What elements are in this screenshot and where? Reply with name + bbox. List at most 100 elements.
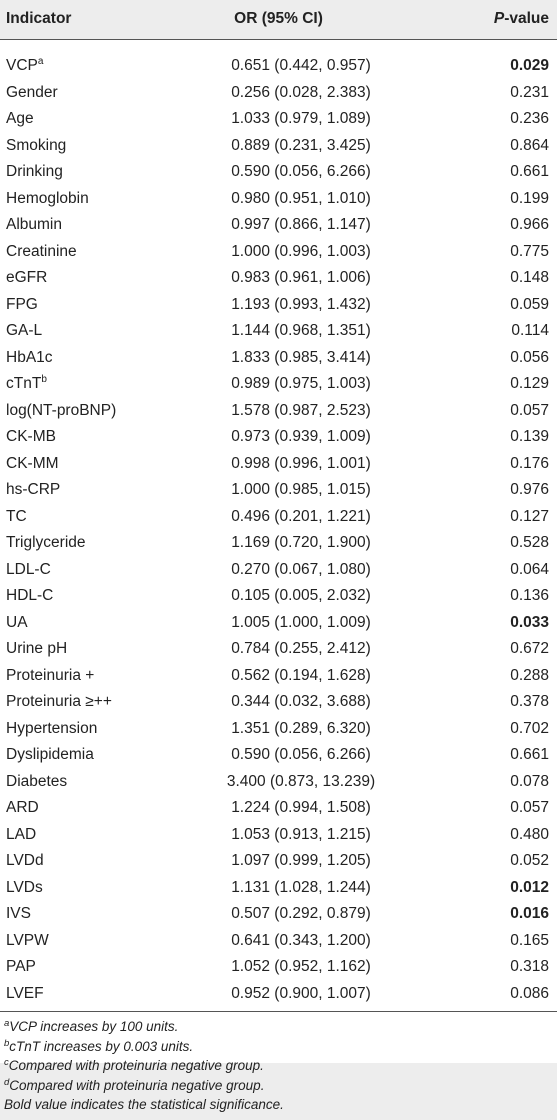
or-ci-cell: 0.889 (0.231, 3.425) (231, 136, 371, 154)
indicator-name: UA (6, 613, 28, 631)
table-row: Hemoglobin 0.980 (0.951, 1.010) 0.199 (0, 186, 557, 213)
table-row: LDL-C 0.270 (0.067, 1.080) 0.064 (0, 557, 557, 584)
indicator-name: eGFR (6, 269, 48, 286)
table-row: IVS 0.507 (0.292, 0.879) 0.016 (0, 901, 557, 928)
indicator-name: LVDs (6, 878, 43, 896)
indicator-name: HDL-C (6, 587, 54, 604)
header-p-suffix: -value (504, 10, 549, 27)
indicator-cell: VCPa (6, 53, 43, 80)
table-row: FPG 1.193 (0.993, 1.432) 0.059 (0, 292, 557, 319)
p-value-cell: 0.661 (510, 746, 549, 763)
or-ci-cell: 3.400 (0.873, 13.239) (226, 772, 376, 790)
indicator-name: LVEF (6, 984, 44, 1002)
indicator-name: VCP (6, 57, 38, 74)
table-row: eGFR 0.983 (0.961, 1.006) 0.148 (0, 265, 557, 292)
p-value-cell: 0.231 (510, 83, 549, 101)
p-value-cell: 0.976 (510, 481, 549, 498)
indicator-name: Triglyceride (6, 534, 86, 551)
indicator-cell: LVPW (6, 928, 49, 955)
indicator-cell: LVEF (6, 981, 44, 1008)
or-ci-cell: 0.590 (0.056, 6.266) (231, 163, 371, 180)
indicator-cell: hs-CRP (6, 477, 60, 504)
indicator-cell: PAP (6, 954, 36, 981)
indicator-cell: Age (6, 106, 34, 133)
table-row: PAP 1.052 (0.952, 1.162) 0.318 (0, 954, 557, 981)
p-value-cell: 0.661 (510, 163, 549, 180)
table-row: cTnTb 0.989 (0.975, 1.003) 0.129 (0, 371, 557, 398)
indicator-cell: eGFR (6, 265, 47, 292)
p-value-cell: 0.672 (510, 640, 549, 657)
p-value-cell: 0.288 (510, 666, 549, 684)
table-row: Triglyceride 1.169 (0.720, 1.900) 0.528 (0, 530, 557, 557)
footnote-marker: d (4, 1076, 10, 1088)
indicator-cell: Creatinine (6, 239, 77, 266)
indicator-cell: LDL-C (6, 557, 51, 584)
footnote-marker: a (4, 1018, 10, 1029)
or-ci-cell: 0.997 (0.866, 1.147) (231, 216, 371, 233)
footnote-text: VCP increases by 100 units. (9, 1019, 179, 1034)
footnote-marker: c (4, 1057, 9, 1068)
table-row: VCPa 0.651 (0.442, 0.957) 0.029 (0, 53, 557, 80)
table-row: HDL-C 0.105 (0.005, 2.032) 0.136 (0, 583, 557, 610)
indicator-cell: Triglyceride (6, 530, 86, 557)
p-value-cell: 0.033 (510, 613, 549, 631)
footnote-text: cTnT increases by 0.003 units. (9, 1038, 194, 1054)
p-value-cell: 0.057 (510, 401, 549, 419)
table-header: Indicator OR (95% CI) P-value (0, 0, 557, 40)
table-row: Smoking 0.889 (0.231, 3.425) 0.864 (0, 133, 557, 160)
or-ci-cell: 1.131 (1.028, 1.244) (231, 878, 371, 896)
indicator-name: LVPW (6, 931, 49, 949)
footnote-marker: b (41, 374, 47, 385)
table-row: Drinking 0.590 (0.056, 6.266) 0.661 (0, 159, 557, 186)
indicator-name: Drinking (6, 163, 63, 180)
indicator-cell: GA-L (6, 318, 42, 345)
table-row: Creatinine 1.000 (0.996, 1.003) 0.775 (0, 239, 557, 266)
or-ci-cell: 0.641 (0.343, 1.200) (231, 931, 371, 949)
indicator-cell: log(NT-proBNP) (6, 398, 116, 425)
table-row: log(NT-proBNP) 1.578 (0.987, 2.523) 0.057 (0, 398, 557, 425)
p-value-cell: 0.129 (510, 375, 549, 392)
or-ci-cell: 0.983 (0.961, 1.006) (231, 269, 371, 286)
indicator-cell: ARD (6, 795, 39, 822)
indicator-cell: Proteinuria + (6, 663, 94, 690)
p-value-cell: 0.114 (511, 322, 549, 339)
footnote-text: Compared with proteinuria negative group… (8, 1058, 264, 1073)
table-row: HbA1c 1.833 (0.985, 3.414) 0.056 (0, 345, 557, 372)
indicator-name: HbA1c (6, 348, 53, 366)
indicator-cell: FPG (6, 292, 38, 319)
header-p-italic: P (493, 10, 505, 27)
p-value-cell: 0.864 (510, 136, 549, 154)
indicator-name: FPG (6, 295, 38, 313)
indicator-name: Proteinuria ≥++ (6, 693, 112, 710)
table-row: CK-MM 0.998 (0.996, 1.001) 0.176 (0, 451, 557, 478)
p-value-cell: 0.078 (510, 772, 549, 790)
indicator-name: cTnT (6, 375, 42, 392)
table-row: Proteinuria + 0.562 (0.194, 1.628) 0.288 (0, 663, 557, 690)
indicator-name: LAD (6, 825, 37, 843)
table-body: VCPa 0.651 (0.442, 0.957) 0.029 Gender 0.256… (0, 53, 557, 1007)
indicator-name: CK-MB (6, 428, 56, 445)
footnote: cCompared with proteinuria negative grou… (4, 1056, 554, 1076)
or-ci-cell: 1.169 (0.720, 1.900) (231, 534, 371, 551)
p-value-cell: 0.775 (510, 242, 549, 260)
indicator-cell: TC (6, 504, 27, 531)
indicator-cell: LVDs (6, 875, 43, 902)
table-row: Gender 0.256 (0.028, 2.383) 0.231 (0, 80, 557, 107)
table-row: CK-MB 0.973 (0.939, 1.009) 0.139 (0, 424, 557, 451)
p-value-cell: 0.056 (510, 348, 549, 366)
indicator-name: Hypertension (6, 719, 98, 737)
indicator-cell: UA (6, 610, 28, 637)
footnote: bcTnT increases by 0.003 units. (4, 1037, 554, 1057)
p-value-cell: 0.378 (510, 693, 549, 710)
indicator-name: Creatinine (6, 242, 77, 260)
or-ci-cell: 1.833 (0.985, 3.414) (231, 348, 371, 366)
p-value-cell: 0.139 (510, 428, 549, 445)
p-value-cell: 0.057 (510, 799, 549, 816)
p-value-cell: 0.176 (510, 454, 549, 472)
or-ci-cell: 0.590 (0.056, 6.266) (231, 746, 371, 763)
footnote-text: Bold value indicates the statistical sig… (4, 1097, 284, 1112)
p-value-cell: 0.528 (510, 534, 549, 551)
footnote: dCompared with proteinuria negative grou… (4, 1076, 554, 1096)
indicator-cell: Drinking (6, 159, 63, 186)
or-ci-cell: 1.033 (0.979, 1.089) (231, 110, 371, 127)
